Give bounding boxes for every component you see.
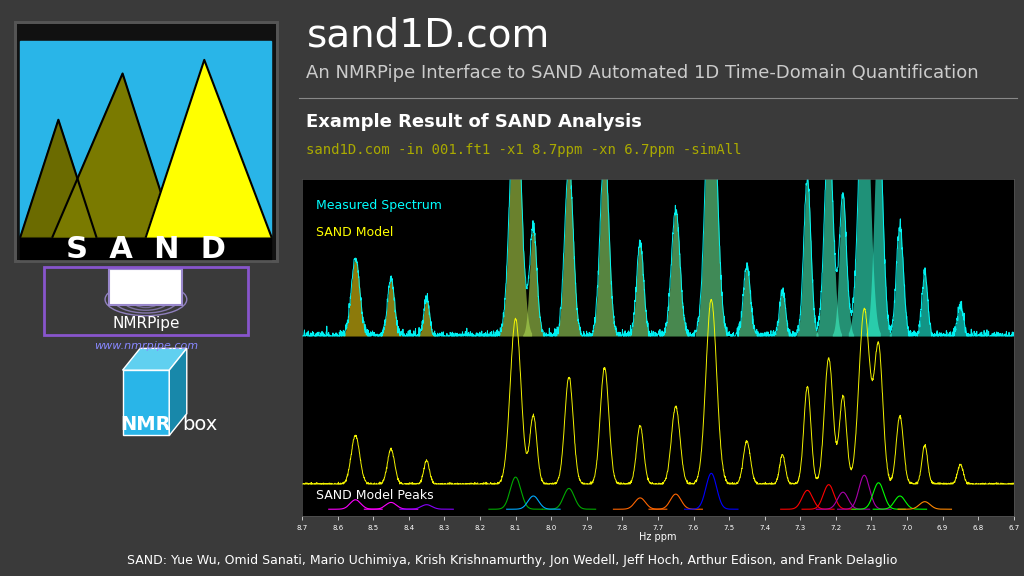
Text: SAND Model Peaks: SAND Model Peaks (316, 489, 434, 502)
Bar (14, 22, 278, 262)
Text: sand1D.com: sand1D.com (306, 16, 550, 54)
Polygon shape (169, 348, 186, 435)
Text: sand1D.com -in 001.ft1 -x1 8.7ppm -xn 6.7ppm -simAll: sand1D.com -in 001.ft1 -x1 8.7ppm -xn 6.… (306, 143, 742, 157)
Text: S  A  N  D: S A N D (66, 235, 226, 264)
Bar (44, 267, 248, 335)
Text: NMRPipe: NMRPipe (113, 316, 179, 331)
Text: Measured Spectrum: Measured Spectrum (316, 199, 442, 212)
Polygon shape (123, 348, 186, 370)
Text: An NMRPipe Interface to SAND Automated 1D Time-Domain Quantification: An NMRPipe Interface to SAND Automated 1… (306, 65, 979, 82)
Text: Example Result of SAND Analysis: Example Result of SAND Analysis (306, 113, 642, 131)
Polygon shape (52, 74, 175, 237)
Bar (20, 41, 271, 237)
Bar (20, 235, 271, 262)
Polygon shape (123, 370, 169, 435)
FancyBboxPatch shape (14, 22, 278, 262)
X-axis label: Hz ppm: Hz ppm (639, 532, 677, 542)
Text: SAND Model: SAND Model (316, 226, 393, 239)
Text: www.nmrpipe.com: www.nmrpipe.com (94, 340, 198, 351)
Polygon shape (145, 60, 271, 237)
Polygon shape (20, 120, 96, 237)
Text: box: box (182, 415, 217, 434)
FancyBboxPatch shape (110, 270, 182, 305)
Text: NMR: NMR (121, 415, 171, 434)
Text: SAND: Yue Wu, Omid Sanati, Mario Uchimiya, Krish Krishnamurthy, Jon Wedell, Jeff: SAND: Yue Wu, Omid Sanati, Mario Uchimiy… (127, 554, 897, 567)
